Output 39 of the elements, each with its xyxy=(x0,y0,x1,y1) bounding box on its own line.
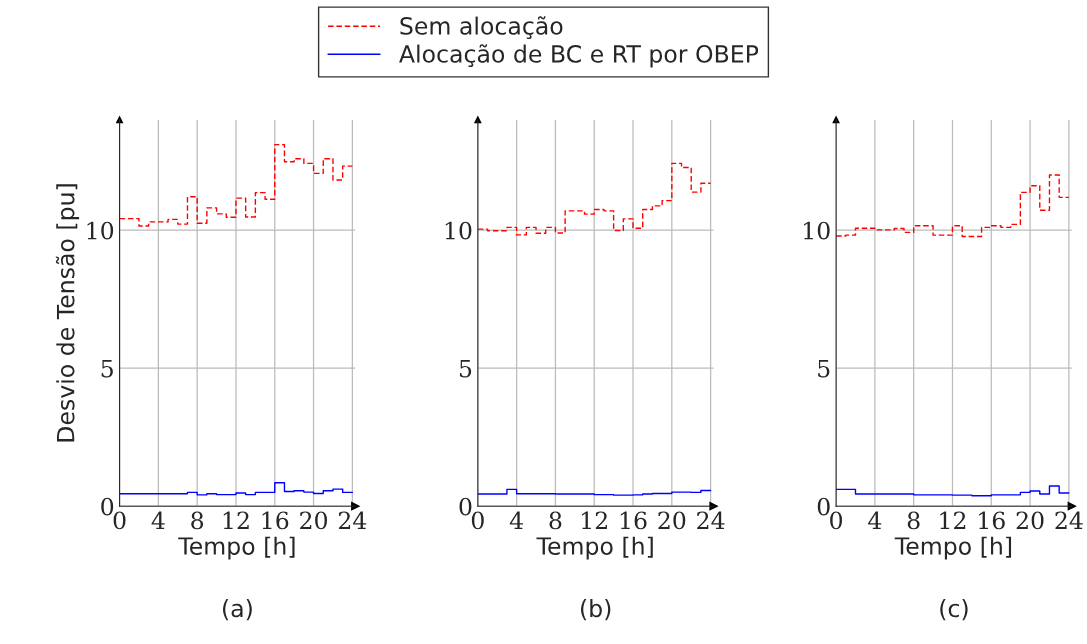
x-tick-label: 4 xyxy=(868,511,882,529)
y-tick-label: 0 xyxy=(101,497,114,516)
x-tick-label: 0 xyxy=(113,511,126,530)
x-tick-label: 16 xyxy=(979,511,1005,530)
x-tick-label: 12 xyxy=(582,511,607,529)
text: (a) xyxy=(223,599,252,621)
x-tick-label: 24 xyxy=(1055,511,1083,529)
y-tick-label: 5 xyxy=(818,359,830,378)
y-tick-label: 5 xyxy=(101,359,113,378)
x-tick-label: 0 xyxy=(830,511,843,530)
x-axis-title: Tempo [h] xyxy=(894,536,1012,560)
x-tick-label: 8 xyxy=(191,511,204,530)
x-tick-label: 24 xyxy=(697,511,725,529)
y-tick-label: 10 xyxy=(804,221,830,240)
y-tick-label: 10 xyxy=(87,221,114,240)
x-tick-label: 20 xyxy=(1016,511,1044,530)
x-tick-label: 20 xyxy=(658,511,686,530)
y-tick-label: 10 xyxy=(445,221,472,240)
x-axis-title: Tempo [h] xyxy=(536,536,653,560)
x-tick-label: 24 xyxy=(338,511,367,529)
x-tick-label: 12 xyxy=(223,511,249,529)
x-tick-label: 4 xyxy=(509,511,523,529)
x-tick-label: 8 xyxy=(549,511,562,530)
x-tick-label: 4 xyxy=(151,511,165,529)
y-tick-label: 0 xyxy=(459,497,472,516)
x-tick-label: 16 xyxy=(620,511,647,530)
text: (c) xyxy=(940,599,968,621)
text: (b) xyxy=(581,599,611,621)
legend-label: Alocação de BC e RT por OBEP xyxy=(399,44,759,68)
legend-label: Sem alocação xyxy=(400,16,563,40)
x-tick-label: 12 xyxy=(940,511,966,529)
y-tick-label: 5 xyxy=(459,359,472,378)
y-axis-title: Desvio de Tensão [pu] xyxy=(55,184,80,442)
x-tick-label: 20 xyxy=(300,511,328,530)
x-tick-label: 8 xyxy=(907,511,920,530)
x-tick-label: 16 xyxy=(262,511,289,530)
x-axis-title: Tempo [h] xyxy=(178,536,295,560)
x-tick-label: 0 xyxy=(471,511,484,530)
y-tick-label: 0 xyxy=(817,497,830,516)
